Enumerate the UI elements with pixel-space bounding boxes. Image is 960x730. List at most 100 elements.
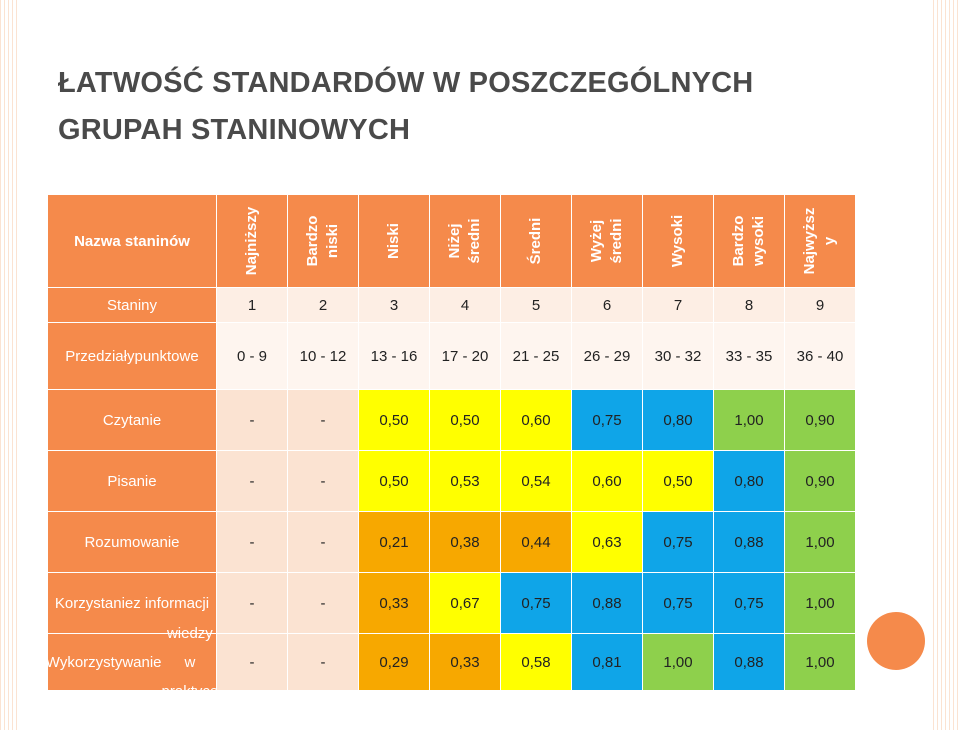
cell-text: 7 xyxy=(673,296,683,314)
cell-text: 1 xyxy=(247,296,257,314)
column-header: Niżej średni xyxy=(430,195,500,287)
value-cell: 1,00 xyxy=(714,390,784,450)
cell-text: 0,50 xyxy=(450,411,480,429)
value-cell: 0,50 xyxy=(359,390,429,450)
corner-label: Nazwa staninów xyxy=(74,232,190,250)
cell-text: Najniższy xyxy=(243,206,260,276)
value-cell: 0,75 xyxy=(501,573,571,633)
cell-text: 0,80 xyxy=(663,411,693,429)
cell-text: - xyxy=(320,594,326,612)
left-stripe-decoration xyxy=(0,0,18,730)
cell-text: 1,00 xyxy=(805,533,835,551)
column-header: Najniższy xyxy=(217,195,287,287)
cell-text: 0,75 xyxy=(663,594,693,612)
cell-text: - xyxy=(320,653,326,671)
cell-text: Średni xyxy=(527,217,544,265)
stanine-number-cell: 7 xyxy=(643,288,713,322)
value-cell: - xyxy=(288,634,358,690)
value-cell: 0,21 xyxy=(359,512,429,572)
stanine-number-cell: 4 xyxy=(430,288,500,322)
score-range-cell: 33 - 35 xyxy=(714,323,784,389)
value-cell: 0,38 xyxy=(430,512,500,572)
value-cell: 0,88 xyxy=(714,512,784,572)
cell-text: 0,75 xyxy=(592,411,622,429)
score-range-cell: 21 - 25 xyxy=(501,323,571,389)
cell-text: 0,33 xyxy=(450,653,480,671)
cell-text: - xyxy=(249,411,255,429)
row-label-standard: Pisanie xyxy=(48,451,216,511)
cell-text: Rozumowanie xyxy=(84,533,180,551)
cell-text: 0,44 xyxy=(521,533,551,551)
column-header-label: Bardzo wysoki xyxy=(729,206,769,276)
column-header-label: Niski xyxy=(384,206,404,276)
cell-text: - xyxy=(249,472,255,490)
cell-text: 0,81 xyxy=(592,653,622,671)
score-range-cell: 36 - 40 xyxy=(785,323,855,389)
stanine-number-cell: 9 xyxy=(785,288,855,322)
cell-text: 0,75 xyxy=(663,533,693,551)
value-cell: 0,88 xyxy=(714,634,784,690)
cell-text: 0,88 xyxy=(734,653,764,671)
cell-text: Czytanie xyxy=(102,411,162,429)
value-cell: - xyxy=(288,512,358,572)
cell-text: 1,00 xyxy=(663,653,693,671)
value-cell: 0,44 xyxy=(501,512,571,572)
cell-text: 1,00 xyxy=(734,411,764,429)
cell-text: 5 xyxy=(531,296,541,314)
cell-text: - xyxy=(249,533,255,551)
cell-text: 0,90 xyxy=(805,411,835,429)
orange-circle-decoration xyxy=(867,612,925,670)
cell-text: średni xyxy=(608,218,625,264)
value-cell: - xyxy=(217,451,287,511)
cell-text: 0,50 xyxy=(379,472,409,490)
column-header: Wyżej średni xyxy=(572,195,642,287)
cell-text: Wykorzystywanie xyxy=(45,653,162,671)
cell-text: - xyxy=(320,472,326,490)
cell-text: 0,50 xyxy=(663,472,693,490)
cell-text: Wysoki xyxy=(669,214,686,268)
cell-text: 2 xyxy=(318,296,328,314)
score-range-cell: 17 - 20 xyxy=(430,323,500,389)
value-cell: 0,80 xyxy=(714,451,784,511)
stanine-number-cell: 6 xyxy=(572,288,642,322)
value-cell: 0,90 xyxy=(785,390,855,450)
cell-text: 10 - 12 xyxy=(299,347,347,365)
value-cell: 0,60 xyxy=(501,390,571,450)
cell-text: 0,80 xyxy=(734,472,764,490)
score-range-cell: 26 - 29 xyxy=(572,323,642,389)
cell-text: 36 - 40 xyxy=(796,347,844,365)
cell-text: 6 xyxy=(602,296,612,314)
value-cell: 0,63 xyxy=(572,512,642,572)
value-cell: 0,54 xyxy=(501,451,571,511)
cell-text: 1,00 xyxy=(805,594,835,612)
cell-text: 13 - 16 xyxy=(370,347,418,365)
stanine-number-cell: 8 xyxy=(714,288,784,322)
column-header-label: Niżej średni xyxy=(445,206,485,276)
column-header: Bardzo wysoki xyxy=(714,195,784,287)
cell-text: Najwyższ xyxy=(801,207,818,275)
value-cell: 0,33 xyxy=(430,634,500,690)
cell-text: 33 - 35 xyxy=(725,347,773,365)
column-header-label: Najniższy xyxy=(242,206,262,276)
column-header-label: Średni xyxy=(526,206,546,276)
cell-text: 0,29 xyxy=(379,653,409,671)
cell-text: 17 - 20 xyxy=(441,347,489,365)
score-range-cell: 13 - 16 xyxy=(359,323,429,389)
value-cell: 0,29 xyxy=(359,634,429,690)
stanine-number-cell: 1 xyxy=(217,288,287,322)
cell-text: 0,50 xyxy=(379,411,409,429)
stanine-number-cell: 2 xyxy=(288,288,358,322)
cell-text: 8 xyxy=(744,296,754,314)
column-header-label: Wysoki xyxy=(668,206,688,276)
cell-text: - xyxy=(320,533,326,551)
cell-text: 26 - 29 xyxy=(583,347,631,365)
cell-text: 21 - 25 xyxy=(512,347,560,365)
stanine-number-cell: 5 xyxy=(501,288,571,322)
cell-text: Bardzo xyxy=(730,215,747,267)
row-label-standard: Rozumowanie xyxy=(48,512,216,572)
value-cell: 0,53 xyxy=(430,451,500,511)
column-header-label: Najwyższ y xyxy=(800,206,840,276)
header-corner-cell: Nazwa staninów xyxy=(48,195,216,287)
value-cell: 0,50 xyxy=(643,451,713,511)
cell-text: 0,60 xyxy=(521,411,551,429)
